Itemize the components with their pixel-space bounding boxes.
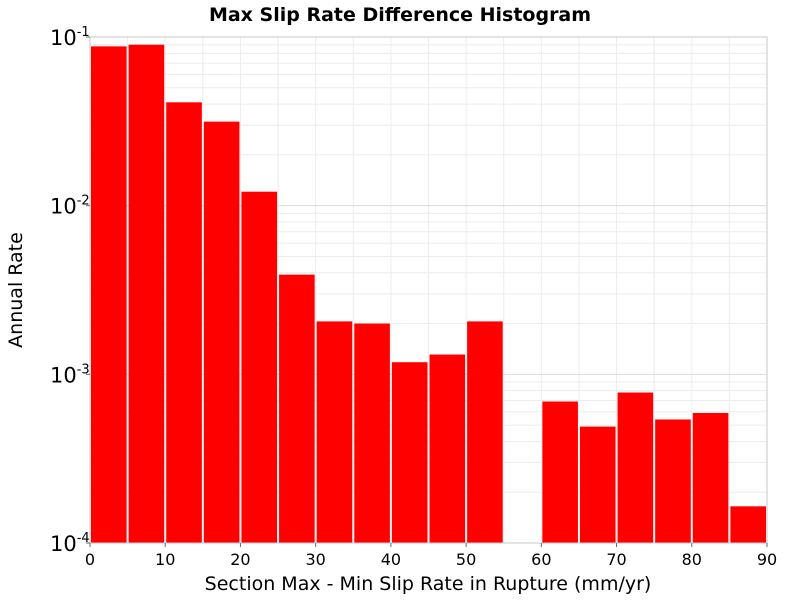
y-tick-label: 10-3 bbox=[50, 362, 90, 387]
x-axis-ticks: 0 10 20 30 40 50 60 70 80 90 bbox=[85, 543, 777, 569]
x-tick-label: 50 bbox=[456, 550, 476, 569]
histogram-bar bbox=[91, 46, 127, 543]
histogram-bar bbox=[241, 191, 278, 543]
x-tick-label: 20 bbox=[230, 550, 250, 569]
histogram-bar bbox=[128, 44, 165, 543]
histogram-bar bbox=[579, 426, 616, 543]
y-tick-label: 10-1 bbox=[50, 25, 90, 50]
plot-border bbox=[89, 36, 768, 544]
x-tick-label: 0 bbox=[85, 550, 95, 569]
histogram-bar bbox=[655, 419, 691, 543]
chart-title: Max Slip Rate Difference Histogram bbox=[209, 4, 591, 26]
histogram-bar bbox=[203, 121, 240, 543]
x-tick-label: 60 bbox=[531, 550, 551, 569]
y-tick-label: 10-4 bbox=[50, 531, 90, 556]
histogram-bar bbox=[692, 412, 729, 543]
y-tick-label: 10-2 bbox=[50, 194, 90, 219]
y-axis-ticks: 10-1 10-2 10-3 10-4 bbox=[50, 25, 90, 556]
y-axis-label: Annual Rate bbox=[5, 232, 27, 348]
histogram-bar bbox=[429, 354, 466, 543]
x-axis-label: Section Max - Min Slip Rate in Rupture (… bbox=[205, 573, 652, 595]
x-tick-label: 30 bbox=[305, 550, 325, 569]
histogram-bar bbox=[467, 321, 503, 543]
histogram-bar bbox=[617, 392, 654, 543]
x-tick-label: 80 bbox=[682, 550, 702, 569]
x-tick-label: 10 bbox=[155, 550, 175, 569]
grid-lines bbox=[90, 37, 767, 543]
x-tick-label: 40 bbox=[381, 550, 401, 569]
histogram-bar bbox=[166, 102, 202, 543]
histogram-bar bbox=[391, 362, 428, 543]
x-tick-label: 70 bbox=[606, 550, 626, 569]
histogram-bar bbox=[730, 506, 766, 543]
histogram-bar bbox=[279, 274, 315, 543]
histogram-bar bbox=[354, 323, 390, 543]
histogram-bar bbox=[542, 401, 578, 543]
bars bbox=[91, 44, 766, 543]
x-tick-label: 90 bbox=[757, 550, 777, 569]
histogram-bar bbox=[316, 321, 353, 543]
